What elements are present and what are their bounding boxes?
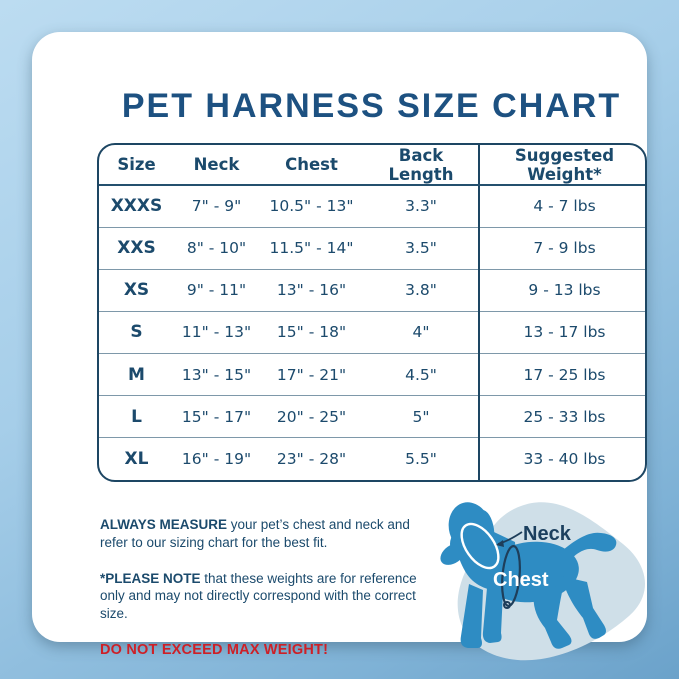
table-row: L 15" - 17" 20" - 25" 5" 25 - 33 lbs bbox=[99, 395, 645, 438]
col-header-neck: Neck bbox=[174, 145, 259, 186]
table-row: XS 9" - 11" 13" - 16" 3.8" 9 - 13 lbs bbox=[99, 268, 645, 312]
weight-cell: 33 - 40 lbs bbox=[478, 437, 645, 480]
neck-cell: 8" - 10" bbox=[174, 226, 259, 270]
max-weight-warning: DO NOT EXCEED MAX WEIGHT! bbox=[100, 642, 329, 659]
infographic-card: PET HARNESS SIZE CHART Size Neck Chest B… bbox=[32, 32, 647, 661]
chest-cell: 20" - 25" bbox=[259, 395, 364, 438]
chest-ring-end-loop bbox=[503, 601, 511, 609]
dog-diagram-svg: Neck Chest bbox=[440, 502, 646, 661]
weight-cell: 4 - 7 lbs bbox=[478, 185, 645, 228]
neck-cell: 13" - 15" bbox=[174, 353, 259, 396]
back-length-cell: 4.5" bbox=[364, 353, 479, 396]
col-header-size: Size bbox=[99, 145, 174, 186]
neck-cell: 11" - 13" bbox=[174, 310, 259, 354]
table-row: M 13" - 15" 17" - 21" 4.5" 17 - 25 lbs bbox=[99, 353, 645, 396]
size-cell: XL bbox=[99, 437, 174, 480]
chest-cell: 11.5" - 14" bbox=[259, 226, 364, 270]
size-cell: S bbox=[99, 310, 174, 354]
back-length-cell: 3.3" bbox=[405, 197, 437, 216]
back-length-cell: 5.5" bbox=[364, 437, 479, 480]
measure-note-bold: ALWAYS MEASURE bbox=[100, 517, 228, 532]
back-length-cell: 3.5" bbox=[364, 226, 479, 270]
chest-cell: 23" - 28" bbox=[259, 437, 364, 480]
page-title: PET HARNESS SIZE CHART bbox=[121, 87, 622, 125]
measure-note: ALWAYS MEASURE your pet’s chest and neck… bbox=[100, 516, 435, 552]
size-cell: XXXS bbox=[110, 196, 163, 217]
table-row: S 11" - 13" 15" - 18" 4" 13 - 17 lbs bbox=[99, 310, 645, 354]
please-note-text: that these weights are for reference onl… bbox=[100, 570, 417, 622]
table-row: XL 16" - 19" 23" - 28" 5.5" 33 - 40 lbs bbox=[99, 437, 645, 480]
chest-label: Chest bbox=[493, 569, 549, 591]
back-length-cell: 5" bbox=[364, 395, 479, 438]
table-header-row: Size Neck Chest Back Length Suggested We… bbox=[99, 145, 645, 186]
chest-measure-ring bbox=[501, 545, 521, 607]
weight-cell: 7 - 9 lbs bbox=[478, 226, 645, 270]
weight-cell: 25 - 33 lbs bbox=[478, 395, 645, 438]
size-cell: XS bbox=[99, 268, 174, 312]
back-length-cell: 4" bbox=[364, 310, 479, 354]
measure-note-text: your pet’s chest and neck and refer to o… bbox=[100, 517, 410, 550]
neck-cell: 9" - 11" bbox=[174, 268, 259, 312]
neck-cell: 15" - 17" bbox=[174, 395, 259, 438]
neck-cell: 7" - 9" bbox=[191, 197, 242, 216]
weight-cell: 13 - 17 lbs bbox=[478, 310, 645, 354]
please-note: *PLEASE NOTE that these weights are for … bbox=[100, 570, 435, 623]
chest-cell: 15" - 18" bbox=[259, 310, 364, 354]
dog-measurement-diagram: Neck Chest bbox=[423, 484, 675, 670]
notes-block: ALWAYS MEASURE your pet’s chest and neck… bbox=[100, 516, 435, 678]
col-header-suggested-weight: Suggested Weight* bbox=[478, 145, 645, 186]
back-length-cell: 3.8" bbox=[364, 268, 479, 312]
col-header-chest: Chest bbox=[259, 145, 364, 186]
size-chart-table-container: Size Neck Chest Back Length Suggested We… bbox=[97, 143, 647, 482]
table-row: XXS 8" - 10" 11.5" - 14" 3.5" 7 - 9 lbs bbox=[99, 226, 645, 270]
col-header-back-length: Back Length bbox=[364, 145, 479, 186]
neck-measure-ring bbox=[460, 522, 500, 570]
table-row: XXXS 7" - 9" 10.5" - 13" 3.3" 4 - 7 lbs bbox=[99, 185, 645, 228]
chest-cell: 17" - 21" bbox=[259, 353, 364, 396]
weight-cell: 17 - 25 lbs bbox=[478, 353, 645, 396]
size-cell: M bbox=[99, 353, 174, 396]
please-note-bold: *PLEASE NOTE bbox=[100, 570, 201, 586]
weight-cell: 9 - 13 lbs bbox=[478, 268, 645, 312]
neck-pointer-arrowhead bbox=[496, 540, 504, 547]
neck-cell: 16" - 19" bbox=[174, 437, 259, 480]
size-cell: XXS bbox=[99, 226, 174, 270]
size-cell: L bbox=[99, 395, 174, 438]
size-chart-table: Size Neck Chest Back Length Suggested We… bbox=[99, 145, 645, 480]
neck-label: Neck bbox=[523, 523, 572, 545]
chest-cell: 13" - 16" bbox=[259, 268, 364, 312]
chest-cell: 10.5" - 13" bbox=[269, 197, 354, 216]
